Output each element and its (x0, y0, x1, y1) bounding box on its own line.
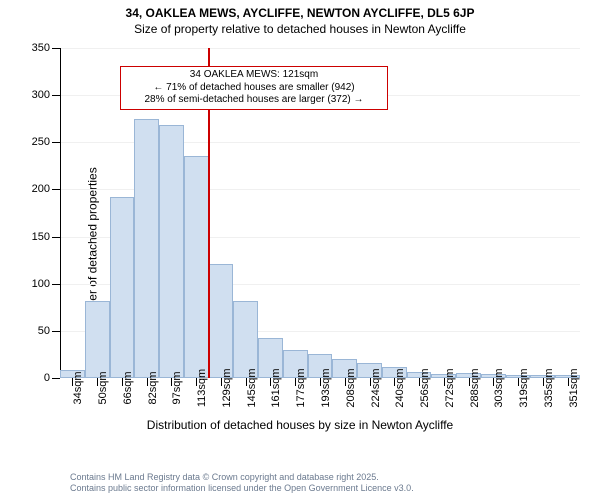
y-tick (52, 189, 60, 190)
histogram-bar (209, 264, 234, 378)
histogram-bar (159, 125, 184, 378)
x-tick-label: 82sqm (147, 371, 159, 404)
chart-container: 34, OAKLEA MEWS, AYCLIFFE, NEWTON AYCLIF… (0, 0, 600, 500)
y-tick-label: 50 (38, 325, 50, 337)
y-tick-label: 350 (32, 42, 50, 54)
histogram-bar (110, 197, 135, 378)
histogram-bar (184, 156, 209, 379)
x-tick-label: 145sqm (246, 368, 258, 407)
histogram-bar (233, 301, 258, 378)
x-tick-label: 319sqm (518, 368, 530, 407)
y-tick (52, 142, 60, 143)
y-tick (52, 378, 60, 379)
footer-line2: Contains public sector information licen… (70, 483, 414, 494)
y-tick-label: 250 (32, 136, 50, 148)
x-tick-label: 50sqm (97, 371, 109, 404)
y-tick (52, 48, 60, 49)
y-tick (52, 95, 60, 96)
x-tick-label: 351sqm (568, 368, 580, 407)
y-tick (52, 284, 60, 285)
x-axis-label: Distribution of detached houses by size … (0, 418, 600, 432)
plot-area: 05010015020025030035034sqm50sqm66sqm82sq… (60, 48, 580, 378)
y-tick (52, 331, 60, 332)
annotation-line2: ← 71% of detached houses are smaller (94… (127, 82, 381, 95)
title-subtitle: Size of property relative to detached ho… (0, 22, 600, 36)
x-tick-label: 208sqm (345, 368, 357, 407)
x-tick-label: 113sqm (196, 369, 208, 407)
x-tick-label: 303sqm (493, 368, 505, 407)
x-tick-label: 272sqm (444, 368, 456, 407)
annotation-line3: 28% of semi-detached houses are larger (… (127, 94, 381, 107)
x-tick-label: 193sqm (320, 368, 332, 407)
footer-attribution: Contains HM Land Registry data © Crown c… (70, 472, 414, 494)
figure: Number of detached properties 0501001502… (0, 40, 600, 460)
x-tick-label: 224sqm (370, 368, 382, 407)
x-tick-label: 256sqm (419, 368, 431, 407)
title-address: 34, OAKLEA MEWS, AYCLIFFE, NEWTON AYCLIF… (0, 6, 600, 20)
histogram-bar (85, 301, 110, 378)
histogram-bar (134, 119, 159, 378)
x-tick-label: 34sqm (72, 371, 84, 404)
y-tick-label: 100 (32, 278, 50, 290)
x-tick-label: 177sqm (295, 368, 307, 407)
x-tick-label: 66sqm (122, 371, 134, 404)
annotation-box: 34 OAKLEA MEWS: 121sqm← 71% of detached … (120, 66, 388, 110)
annotation-line1: 34 OAKLEA MEWS: 121sqm (127, 69, 381, 82)
y-tick-label: 0 (44, 372, 50, 384)
x-tick-label: 240sqm (394, 368, 406, 407)
y-tick-label: 150 (32, 231, 50, 243)
y-tick-label: 300 (32, 89, 50, 101)
y-tick (52, 237, 60, 238)
x-tick-label: 161sqm (270, 368, 282, 407)
footer-line1: Contains HM Land Registry data © Crown c… (70, 472, 414, 483)
x-tick-label: 288sqm (469, 368, 481, 407)
x-tick-label: 97sqm (171, 371, 183, 404)
x-tick-label: 335sqm (543, 368, 555, 407)
x-tick-label: 129sqm (221, 368, 233, 407)
title-block: 34, OAKLEA MEWS, AYCLIFFE, NEWTON AYCLIF… (0, 0, 600, 36)
y-tick-label: 200 (32, 183, 50, 195)
